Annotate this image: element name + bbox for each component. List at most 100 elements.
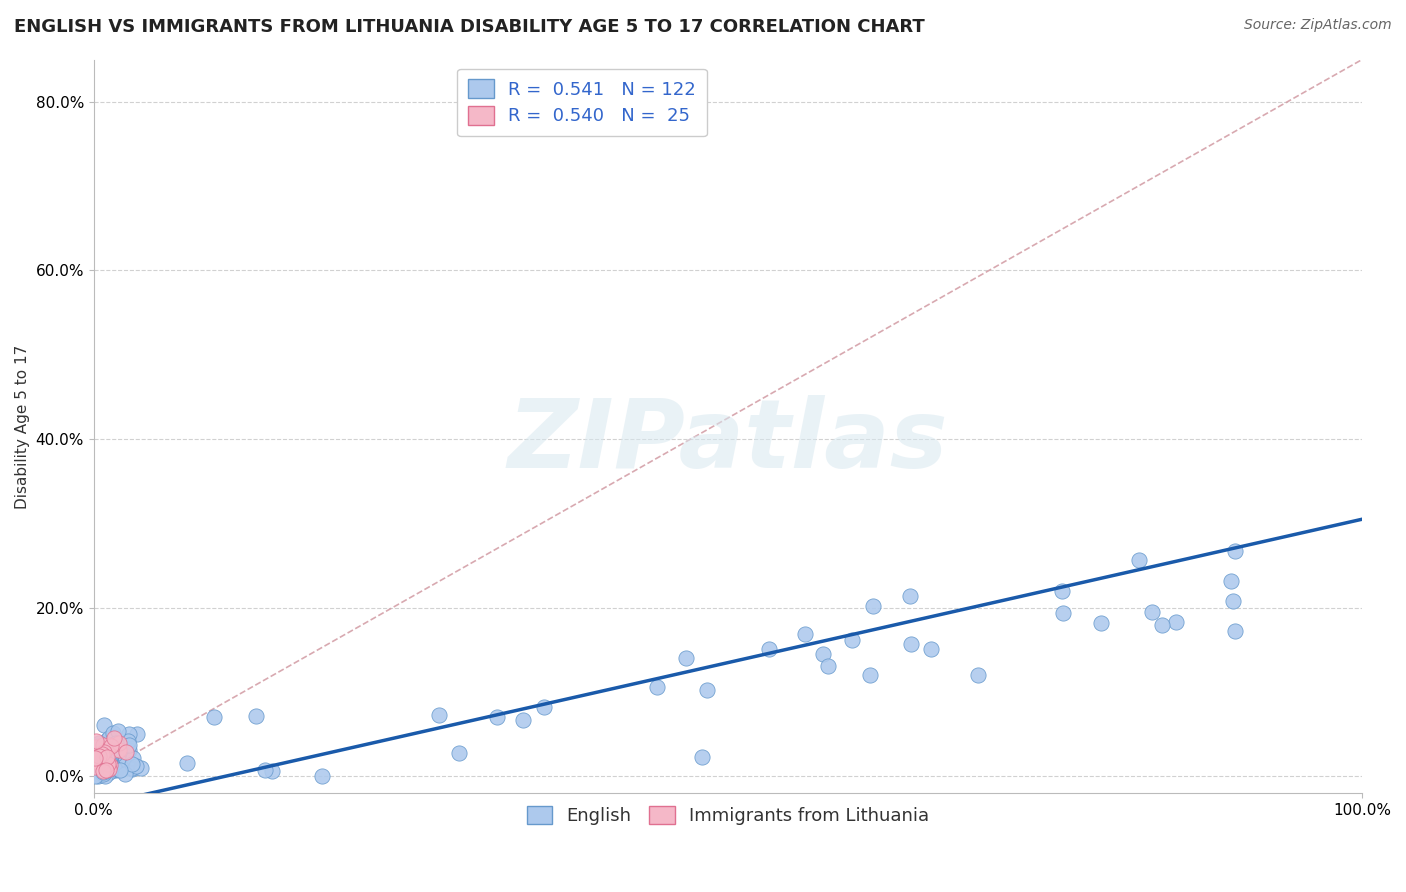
Point xyxy=(96,733,118,747)
Point xyxy=(675,651,697,665)
Point xyxy=(920,642,942,657)
Point xyxy=(101,744,124,758)
Point xyxy=(100,739,122,753)
Point xyxy=(107,724,129,739)
Point xyxy=(111,752,134,766)
Point xyxy=(97,731,120,745)
Point xyxy=(90,742,112,756)
Point xyxy=(96,748,118,763)
Point xyxy=(449,746,471,760)
Point xyxy=(97,753,120,767)
Point xyxy=(100,739,122,753)
Point xyxy=(97,745,120,759)
Point xyxy=(84,749,107,764)
Point xyxy=(1219,574,1241,588)
Point xyxy=(512,713,534,727)
Point xyxy=(696,683,718,698)
Point xyxy=(87,749,110,764)
Point xyxy=(122,750,145,764)
Point xyxy=(93,764,115,779)
Point xyxy=(101,758,124,772)
Point xyxy=(93,718,115,732)
Point xyxy=(1128,552,1150,566)
Point xyxy=(83,760,105,774)
Text: ENGLISH VS IMMIGRANTS FROM LITHUANIA DISABILITY AGE 5 TO 17 CORRELATION CHART: ENGLISH VS IMMIGRANTS FROM LITHUANIA DIS… xyxy=(14,18,925,36)
Point xyxy=(96,744,118,758)
Point xyxy=(1140,605,1163,619)
Text: ZIPatlas: ZIPatlas xyxy=(508,394,948,488)
Point xyxy=(89,747,111,762)
Point xyxy=(97,741,120,756)
Point xyxy=(91,763,114,777)
Point xyxy=(1052,607,1074,621)
Point xyxy=(758,641,780,656)
Point xyxy=(84,739,107,754)
Point xyxy=(98,751,121,765)
Point xyxy=(96,759,118,773)
Point xyxy=(108,743,131,757)
Point xyxy=(118,738,141,752)
Legend: English, Immigrants from Lithuania: English, Immigrants from Lithuania xyxy=(516,795,941,836)
Point xyxy=(86,756,108,770)
Point xyxy=(104,747,127,761)
Point xyxy=(83,742,105,756)
Point xyxy=(91,766,114,780)
Point xyxy=(118,743,141,757)
Point xyxy=(104,763,127,777)
Point xyxy=(1150,617,1173,632)
Point xyxy=(96,749,118,764)
Point xyxy=(862,599,884,613)
Point xyxy=(114,745,136,759)
Point xyxy=(108,740,131,755)
Point xyxy=(91,760,114,774)
Point xyxy=(91,745,114,759)
Point xyxy=(898,590,921,604)
Point xyxy=(98,756,121,771)
Point xyxy=(121,761,143,775)
Point xyxy=(260,764,283,779)
Point xyxy=(94,765,117,780)
Point xyxy=(93,764,115,778)
Point xyxy=(89,759,111,773)
Point xyxy=(176,756,198,770)
Point xyxy=(97,747,120,761)
Point xyxy=(108,763,131,777)
Point xyxy=(254,764,277,778)
Point xyxy=(485,710,508,724)
Point xyxy=(86,754,108,768)
Point xyxy=(94,759,117,773)
Point xyxy=(98,757,121,772)
Point xyxy=(89,765,111,780)
Point xyxy=(84,769,107,783)
Point xyxy=(103,761,125,775)
Point xyxy=(967,668,990,682)
Point xyxy=(202,709,225,723)
Point xyxy=(245,709,267,723)
Point xyxy=(91,756,114,771)
Point xyxy=(900,637,922,651)
Text: Source: ZipAtlas.com: Source: ZipAtlas.com xyxy=(1244,18,1392,32)
Point xyxy=(103,731,125,745)
Point xyxy=(90,756,112,770)
Point xyxy=(647,680,669,694)
Point xyxy=(94,764,117,778)
Point xyxy=(84,750,107,764)
Point xyxy=(84,734,107,748)
Point xyxy=(533,699,555,714)
Point xyxy=(100,749,122,764)
Point xyxy=(83,752,105,766)
Point xyxy=(111,754,134,768)
Point xyxy=(91,757,114,772)
Point xyxy=(86,754,108,768)
Point xyxy=(105,736,128,750)
Point xyxy=(90,763,112,777)
Point xyxy=(98,756,121,771)
Point xyxy=(1222,594,1244,608)
Point xyxy=(87,736,110,750)
Point xyxy=(124,758,146,772)
Point xyxy=(94,769,117,783)
Point xyxy=(89,767,111,781)
Point xyxy=(87,756,110,770)
Point xyxy=(104,737,127,751)
Point xyxy=(97,763,120,777)
